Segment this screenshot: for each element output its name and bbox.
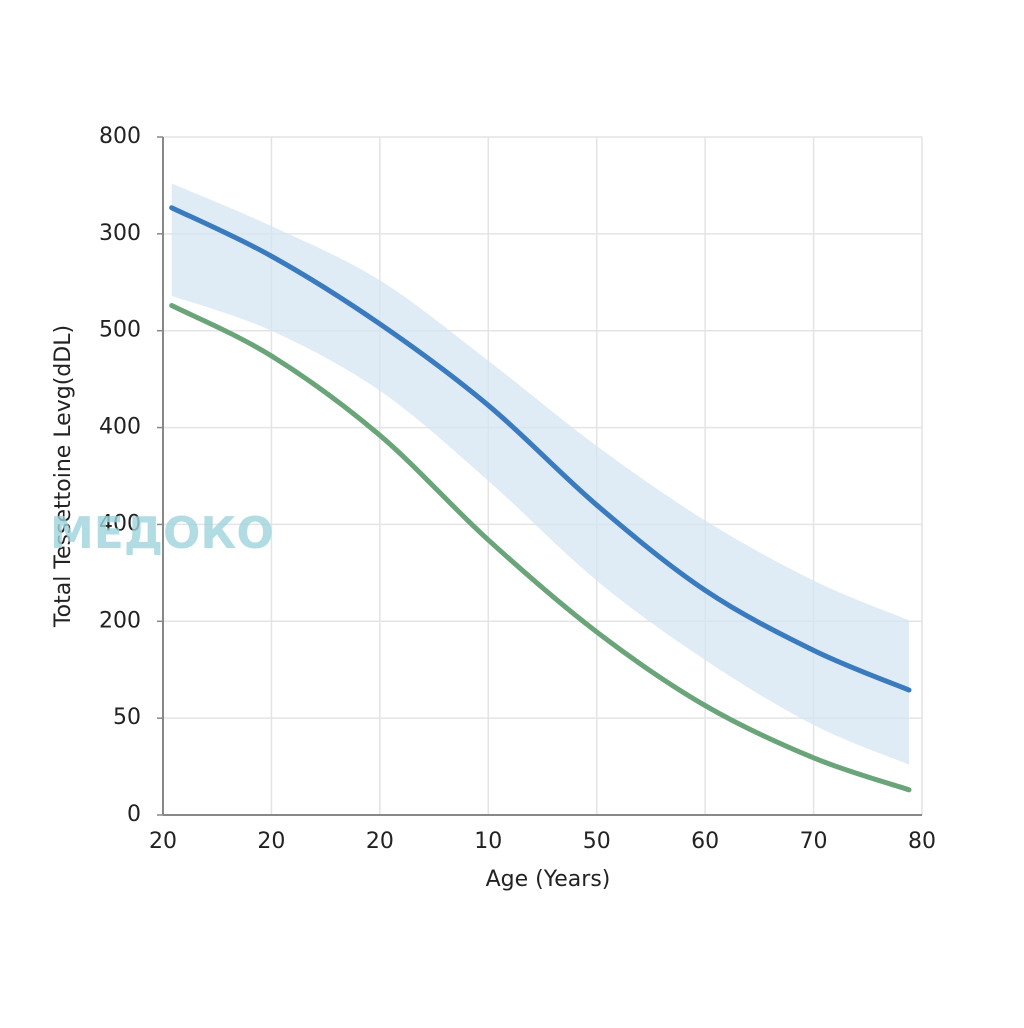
y-tick-label: 300	[99, 221, 141, 246]
x-tick-label: 20	[366, 829, 394, 854]
y-axis-label: Total Tessettoine Levg(dDL)	[51, 325, 76, 628]
confidence-band	[171, 183, 909, 765]
y-tick-label: 400	[99, 511, 141, 536]
x-tick-label: 60	[691, 829, 719, 854]
y-tick-label: 800	[99, 124, 141, 149]
x-tick-label: 80	[908, 829, 936, 854]
x-tick-label: 20	[149, 829, 177, 854]
line	[169, 205, 912, 693]
y-tick-label: 0	[127, 802, 141, 827]
y-tick-label: 50	[113, 705, 141, 730]
y-tick-label: 200	[99, 608, 141, 633]
x-tick-label: 50	[583, 829, 611, 854]
line	[169, 303, 912, 793]
x-tick-label: 70	[800, 829, 828, 854]
x-tick-label: 10	[474, 829, 502, 854]
y-tick-label: 500	[99, 318, 141, 343]
watermark: МЕДОКО	[50, 508, 274, 559]
y-tick-label: 400	[99, 415, 141, 440]
x-axis-label: Age (Years)	[486, 867, 611, 892]
x-tick-label: 20	[257, 829, 285, 854]
